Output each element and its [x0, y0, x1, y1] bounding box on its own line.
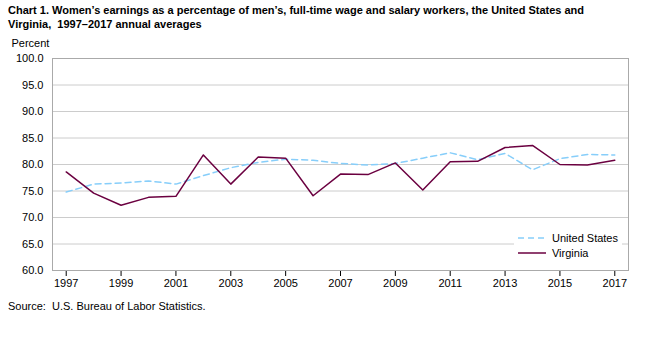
svg-text:85.0: 85.0 — [22, 131, 43, 143]
svg-text:2007: 2007 — [328, 277, 352, 289]
svg-text:Percent: Percent — [12, 37, 50, 49]
svg-text:2001: 2001 — [164, 277, 188, 289]
svg-text:95.0: 95.0 — [22, 78, 43, 90]
svg-text:1999: 1999 — [109, 277, 133, 289]
html-text:Chart 1. Women’s earnings as a: Chart 1. Women’s earnings as a percentag… — [8, 4, 584, 30]
svg-text:100.0: 100.0 — [16, 52, 44, 64]
svg-text:2011: 2011 — [438, 277, 462, 289]
svg-text:75.0: 75.0 — [22, 184, 43, 196]
svg-text:2013: 2013 — [493, 277, 517, 289]
html-text:Source: U.S. Bureau of Labor S: Source: U.S. Bureau of Labor Statistics. — [8, 299, 206, 312]
svg-text:2009: 2009 — [383, 277, 407, 289]
svg-text:80.0: 80.0 — [22, 158, 43, 170]
svg-text:2015: 2015 — [548, 277, 572, 289]
svg-text:2003: 2003 — [219, 277, 243, 289]
svg-text:90.0: 90.0 — [22, 105, 43, 117]
html-text:Virginia: Virginia — [552, 246, 589, 259]
svg-text:2005: 2005 — [273, 277, 297, 289]
svg-text:70.0: 70.0 — [22, 211, 43, 223]
html-text:United States: United States — [552, 231, 618, 244]
svg-text:60.0: 60.0 — [22, 264, 43, 276]
svg-text:1997: 1997 — [54, 277, 78, 289]
svg-text:65.0: 65.0 — [22, 237, 43, 249]
svg-text:2017: 2017 — [603, 277, 627, 289]
